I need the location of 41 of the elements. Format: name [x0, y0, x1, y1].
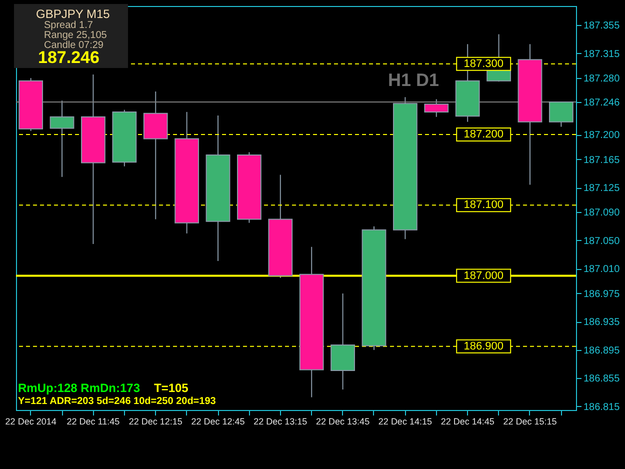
y-tick-label: 186.895	[584, 345, 620, 356]
y-tick-label: 187.355	[584, 20, 620, 32]
ref-line-label: 187.300	[464, 58, 504, 70]
y-tick-label: 186.975	[584, 288, 620, 300]
y-tick-label: 187.200	[584, 130, 620, 142]
y-tick-label: 187.125	[584, 183, 620, 194]
ref-line-label: 187.000	[464, 270, 504, 282]
y-tick-label: 186.815	[584, 402, 620, 413]
y-tick-label: 187.246	[584, 98, 620, 109]
candlestick	[424, 98, 449, 118]
y-tick-label: 187.280	[584, 74, 620, 85]
y-tick-label: 186.855	[584, 374, 620, 385]
y-tick-label: 187.010	[584, 264, 620, 276]
x-tick-label: 22 Dec 14:45	[440, 416, 494, 426]
x-tick-label: 22 Dec 13:15	[254, 416, 308, 426]
annotation: H1 D1	[388, 70, 440, 90]
ref-line-label: 186.900	[464, 340, 504, 352]
x-tick-label: 22 Dec 12:15	[128, 416, 182, 426]
x-tick-label: 22 Dec 11:45	[66, 416, 120, 426]
y-tick-label: 187.050	[584, 236, 620, 247]
annotation: GBPJPY M15	[36, 7, 110, 21]
x-tick-label: 22 Dec 2014	[5, 416, 56, 426]
annotation: T=105	[154, 381, 189, 395]
x-tick-label: 22 Dec 12:45	[191, 416, 245, 426]
y-tick-label: 186.935	[584, 317, 620, 328]
ref-line-label: 187.100	[464, 199, 504, 212]
annotation: Range 25,105	[44, 30, 108, 41]
y-tick-label: 187.315	[584, 48, 620, 60]
ref-line-label: 187.200	[464, 128, 504, 141]
x-tick-label: 22 Dec 15:15	[503, 416, 557, 426]
y-tick-label: 187.165	[584, 154, 620, 166]
annotation: Candle 07:29	[44, 40, 104, 51]
x-tick-label: 22 Dec 14:15	[378, 416, 432, 426]
annotation: Spread 1.7	[44, 20, 94, 31]
x-tick-label: 22 Dec 13:45	[316, 416, 370, 426]
annotation: RmUp:128 RmDn:173	[18, 381, 140, 395]
candlestick	[548, 102, 574, 128]
candlestick	[50, 100, 74, 178]
annotation: Y=121 ADR=203 5d=246 10d=250 20d=193	[18, 396, 216, 407]
annotation: 187.246	[38, 48, 100, 67]
y-tick-label: 187.090	[584, 208, 620, 219]
